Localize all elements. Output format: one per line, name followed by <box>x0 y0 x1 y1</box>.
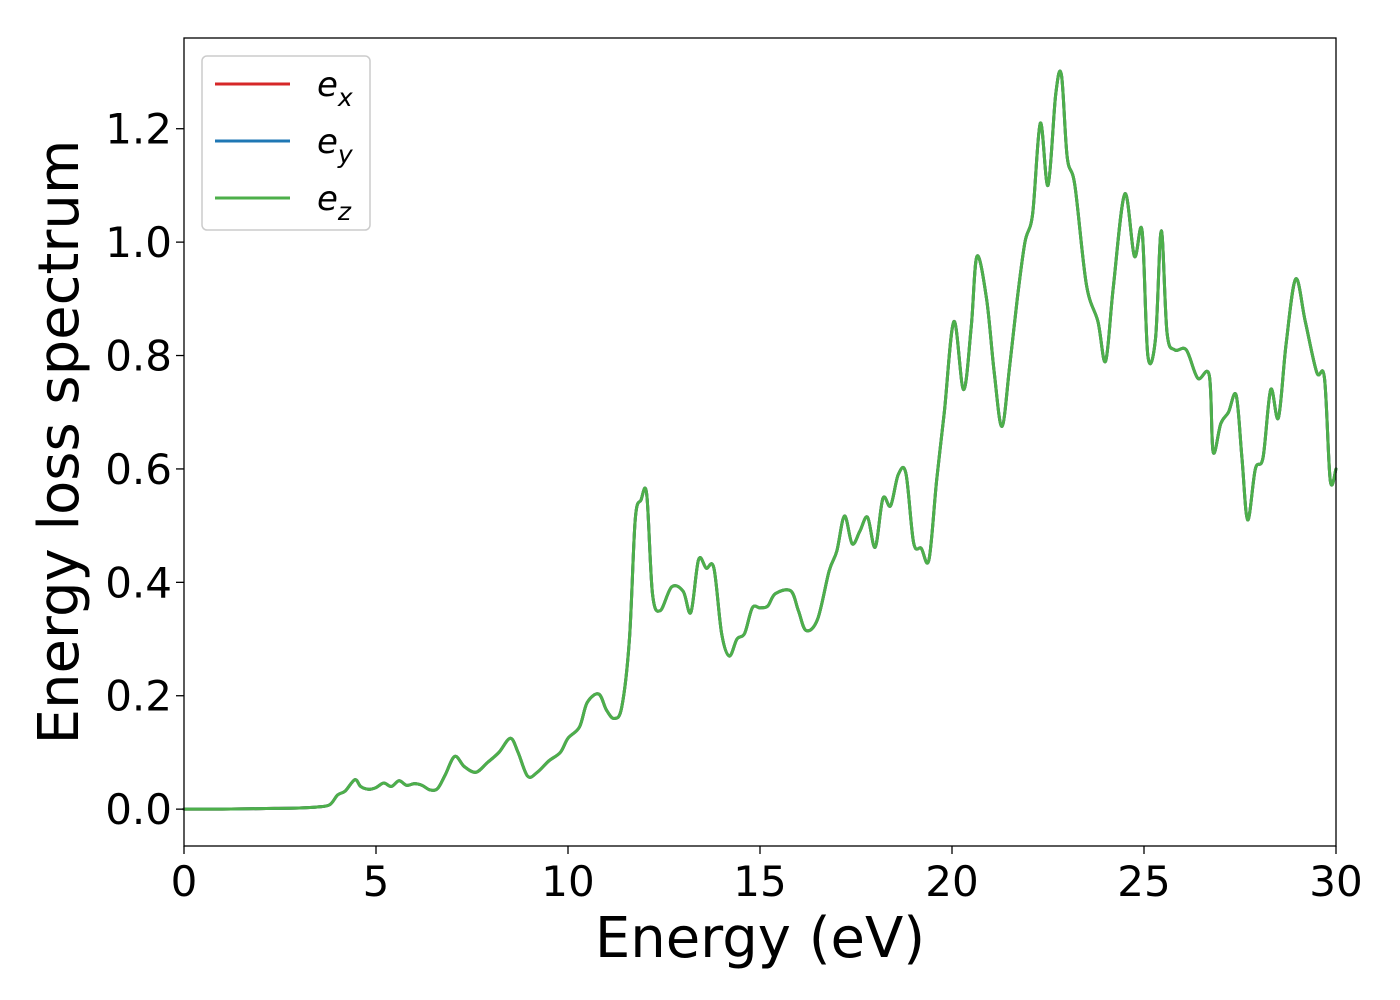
y-axis: 0.0 0.2 0.4 0.6 0.8 1.0 1.2 <box>105 105 184 834</box>
x-axis: 0 5 10 15 20 25 30 <box>171 846 1363 906</box>
legend-label: ex <box>317 65 353 112</box>
legend-box <box>201 55 371 231</box>
series-group <box>182 69 1338 811</box>
x-tick-label: 20 <box>925 857 978 906</box>
y-tick-label: 0.0 <box>105 785 172 834</box>
y-tick-label: 0.8 <box>105 332 172 381</box>
y-tick-label: 0.6 <box>105 445 172 494</box>
x-tick-label: 25 <box>1117 857 1170 906</box>
y-tick-label: 0.4 <box>105 558 172 607</box>
x-tick-label: 5 <box>363 857 390 906</box>
y-tick-label: 1.2 <box>105 105 172 154</box>
series-line-e-z <box>182 69 1338 811</box>
x-axis-label: Energy (eV) <box>595 906 925 971</box>
x-tick-label: 30 <box>1309 857 1362 906</box>
legend-label: ez <box>317 179 352 226</box>
y-tick-label: 1.0 <box>105 218 172 267</box>
y-tick-label: 0.2 <box>105 672 172 721</box>
x-tick-label: 0 <box>171 857 198 906</box>
legend-label: ey <box>317 122 354 169</box>
legend: ex ey ez <box>201 55 371 231</box>
x-tick-label: 15 <box>733 857 786 906</box>
y-axis-label: Energy loss spectrum <box>27 140 92 745</box>
x-tick-label: 10 <box>541 857 594 906</box>
